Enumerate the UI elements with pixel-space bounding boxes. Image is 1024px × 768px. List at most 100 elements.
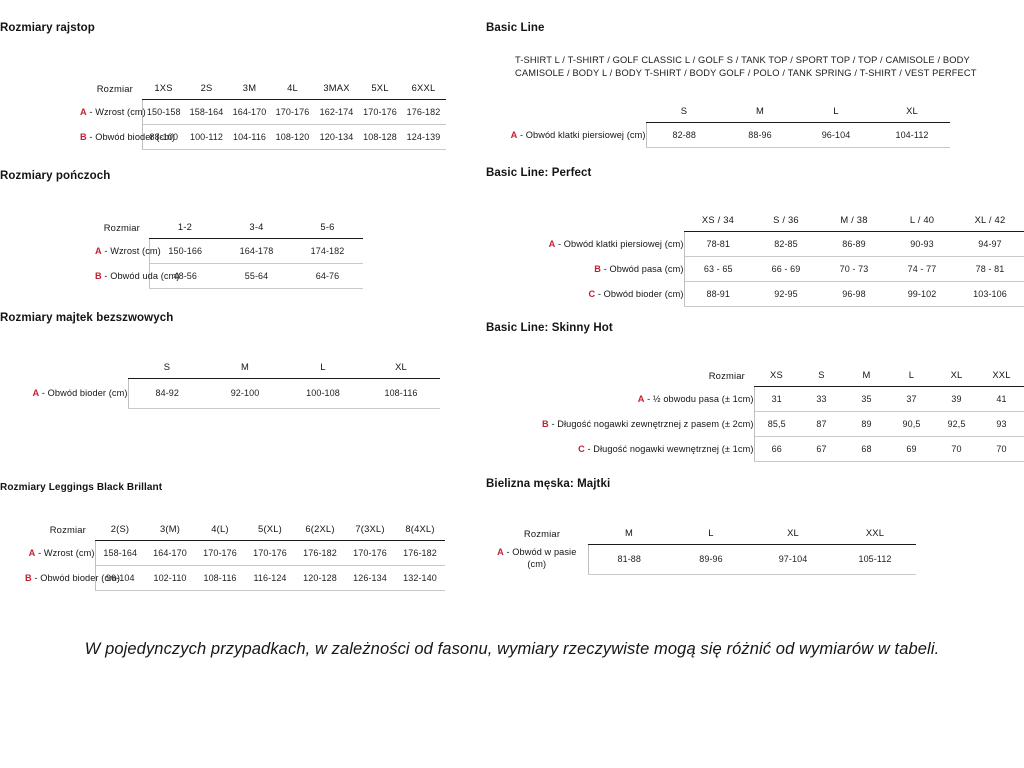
table-row: A - Obwód w pasie (cm) 81-88 89-96 97-10…	[496, 543, 916, 575]
right-column: Basic Line T-SHIRT L / T-SHIRT / GOLF CL…	[486, 0, 1024, 640]
basic-line-products: T-SHIRT L / T-SHIRT / GOLF CLASSIC L / G…	[515, 55, 977, 78]
cell: 74 - 77	[888, 255, 956, 281]
table-row: A - ½ obwodu pasa (± 1cm) 31 33 35 37 39…	[501, 385, 1024, 411]
table-row: C - Obwód bioder (cm) 88-91 92-95 96-98 …	[486, 280, 1024, 307]
table-row: B - Obwód pasa (cm) 63 - 65 66 - 69 70 -…	[486, 255, 1024, 281]
table-header-row: Rozmiar 2(S) 3(M) 4(L) 5(XL) 6(2XL) 7(3X…	[25, 518, 445, 540]
cell: 100-108	[284, 377, 362, 409]
header-col-2: M / 38	[840, 214, 868, 226]
row-label-text: - Obwód w pasie (cm)	[503, 547, 577, 569]
row-mark: C	[588, 288, 596, 299]
cell: 31	[753, 385, 799, 411]
header-col-0: S	[680, 105, 688, 117]
row-label-text: - Obwód bioder (cm)	[86, 131, 176, 142]
table-mens-briefs: Rozmiar M L XL XXL A - Obwód w pasie (cm…	[496, 522, 916, 575]
header-col-5: 5XL	[371, 82, 389, 94]
cell: 100-112	[185, 123, 228, 150]
header-col-4: XL	[950, 369, 963, 381]
cell: 99-102	[888, 280, 956, 307]
table-basic-line-perfect: XS / 34 S / 36 M / 38 L / 40 XL / 42 A -…	[486, 209, 1024, 307]
cell: 104-116	[228, 123, 271, 150]
cell: 88-100	[141, 123, 185, 150]
cell: 124-139	[401, 123, 446, 150]
table-header-row: Rozmiar M L XL XXL	[496, 522, 916, 544]
row-label-text: - Obwód klatki piersiowej (cm)	[555, 238, 684, 249]
table-row: B - Obwód uda (cm) 48-56 55-64 64-76	[95, 262, 363, 289]
header-col-3: 5(XL)	[258, 523, 282, 535]
header-col-2: M	[862, 369, 871, 381]
cell: 108-116	[195, 564, 245, 591]
row-mark: A	[497, 547, 504, 558]
row-label: A - Wzrost (cm)	[80, 99, 146, 124]
cell: 67	[799, 435, 844, 462]
cell: 108-120	[271, 123, 314, 150]
row-label: B - Obwód bioder (cm)	[80, 124, 175, 149]
section-basic-line: Basic Line T-SHIRT L / T-SHIRT / GOLF CL…	[486, 22, 1024, 148]
section-title-basic-line-skinny-hot: Basic Line: Skinny Hot	[486, 322, 613, 334]
cell: 132-140	[395, 564, 445, 591]
table-row: C - Długość nogawki wewnętrznej (± 1cm) …	[501, 435, 1024, 462]
cell: 170-176	[359, 98, 401, 124]
header-col-3: XL	[906, 105, 918, 117]
table-leggings: Rozmiar 2(S) 3(M) 4(L) 5(XL) 6(2XL) 7(3X…	[25, 518, 445, 591]
table-row: B - Obwód bioder (cm) 96-104 102-110 108…	[25, 564, 445, 591]
row-label-text: - Wzrost (cm)	[86, 106, 146, 117]
header-col-0: 1XS	[154, 82, 173, 94]
cell: 64-76	[292, 262, 363, 289]
cell: 55-64	[221, 262, 292, 289]
row-label-text: - Obwód klatki piersiowej (cm)	[517, 129, 646, 140]
cell: 176-182	[401, 98, 446, 124]
header-col-4: XL / 42	[974, 214, 1006, 226]
cell: 84-92	[127, 377, 206, 409]
cell: 103-106	[956, 280, 1024, 307]
row-mark: A	[637, 393, 645, 404]
row-label: A - Wzrost (cm)	[25, 540, 95, 565]
row-mark: A	[32, 388, 40, 398]
cell: 88-96	[722, 121, 798, 148]
row-mark: A	[548, 238, 556, 249]
header-size-label	[486, 100, 646, 122]
cell: 90-93	[888, 230, 956, 256]
row-label-text: - Obwód uda (cm)	[101, 270, 180, 281]
row-label-text: - Obwód bioder (cm)	[595, 288, 684, 299]
table-stockings: Rozmiar 1-2 3-4 5-6 A - Wzrost (cm) 150-…	[95, 216, 363, 289]
section-title-basic-line: Basic Line	[486, 22, 545, 34]
cell: 78-81	[683, 230, 752, 256]
header-col-2: XL	[787, 527, 799, 539]
cell: 170-176	[271, 98, 314, 124]
cell: 63 - 65	[683, 255, 752, 281]
table-row: B - Długość nogawki zewnętrznej z pasem …	[501, 410, 1024, 436]
header-col-2: L	[833, 105, 839, 117]
row-label-text: - Wzrost (cm)	[101, 245, 161, 256]
header-col-2: L	[320, 361, 326, 373]
header-col-2: 4(L)	[211, 523, 229, 535]
row-mark: B	[25, 572, 32, 583]
cell: 108-128	[359, 123, 401, 150]
row-label-text: - Obwód bioder (cm)	[31, 572, 121, 583]
row-label: A - Wzrost (cm)	[95, 238, 161, 263]
header-col-0: 2(S)	[110, 523, 130, 535]
header-col-1: S	[818, 369, 825, 381]
cell: 170-176	[195, 539, 245, 565]
header-col-0: XS	[770, 369, 783, 381]
table-header-row: XS / 34 S / 36 M / 38 L / 40 XL / 42	[486, 209, 1024, 231]
row-label-text: - Długość nogawki zewnętrznej z pasem (±…	[548, 418, 754, 429]
header-col-1: L	[708, 527, 714, 539]
left-column: Rozmiary rajstop Rozmiar 1XS 2S 3M 4L 3M…	[0, 0, 470, 640]
cell: 176-182	[395, 539, 445, 565]
row-mark: A	[95, 245, 102, 256]
row-label: A - ½ obwodu pasa (± 1cm)	[501, 386, 754, 411]
table-tights: Rozmiar 1XS 2S 3M 4L 3MAX 5XL 6XXL A - W…	[80, 77, 446, 150]
row-label: B - Długość nogawki zewnętrznej z pasem …	[501, 411, 754, 436]
header-col-0: XS / 34	[701, 214, 735, 226]
section-title-seamless-briefs: Rozmiary majtek bezszwowych	[0, 312, 174, 324]
cell: 158-164	[94, 539, 145, 565]
footer-disclaimer: W pojedynczych przypadkach, w zależności…	[84, 640, 940, 658]
table-seamless-briefs: S M L XL A - Obwód bioder (cm) 84-92 92-…	[0, 356, 440, 409]
cell: 82-88	[645, 121, 722, 148]
header-col-3: XXL	[865, 527, 885, 539]
header-size-label	[0, 356, 128, 378]
cell: 37	[889, 385, 934, 411]
header-col-1: M	[755, 105, 764, 117]
row-mark: B	[542, 418, 549, 429]
